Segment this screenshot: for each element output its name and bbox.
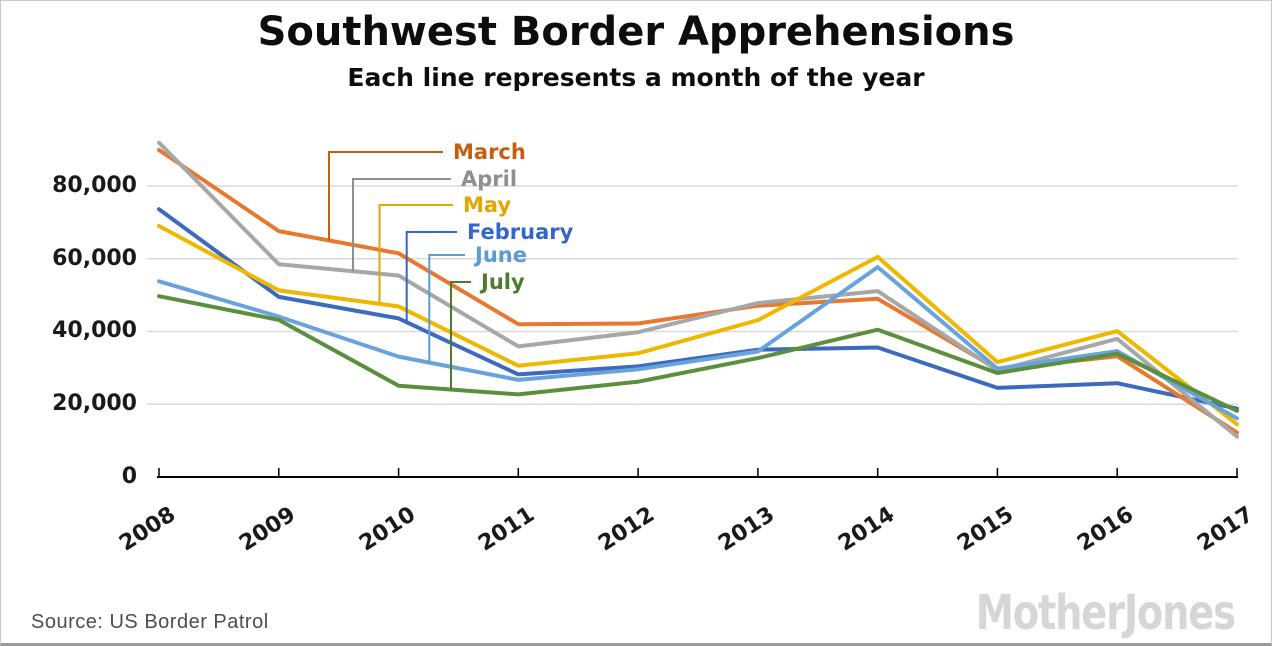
y-tick-label-20000: 20,000 [52, 391, 137, 416]
legend-label-may: May [463, 193, 512, 217]
chart-subtitle: Each line represents a month of the year [347, 63, 925, 92]
y-tick-label-40000: 40,000 [52, 318, 137, 343]
legend-label-june: June [475, 243, 527, 267]
mother-jones-logo: MotherJones [976, 585, 1236, 641]
y-tick-label-0: 0 [121, 464, 137, 489]
y-tick-label-60000: 60,000 [52, 246, 137, 271]
chart-title: Southwest Border Apprehensions [257, 9, 1015, 55]
source-note: Source: US Border Patrol [31, 611, 269, 633]
legend-label-february: February [467, 220, 574, 244]
legend-label-july: July [481, 270, 525, 294]
legend-label-april: April [461, 167, 518, 191]
y-tick-label-80000: 80,000 [52, 173, 137, 198]
legend-label-march: March [453, 140, 526, 164]
